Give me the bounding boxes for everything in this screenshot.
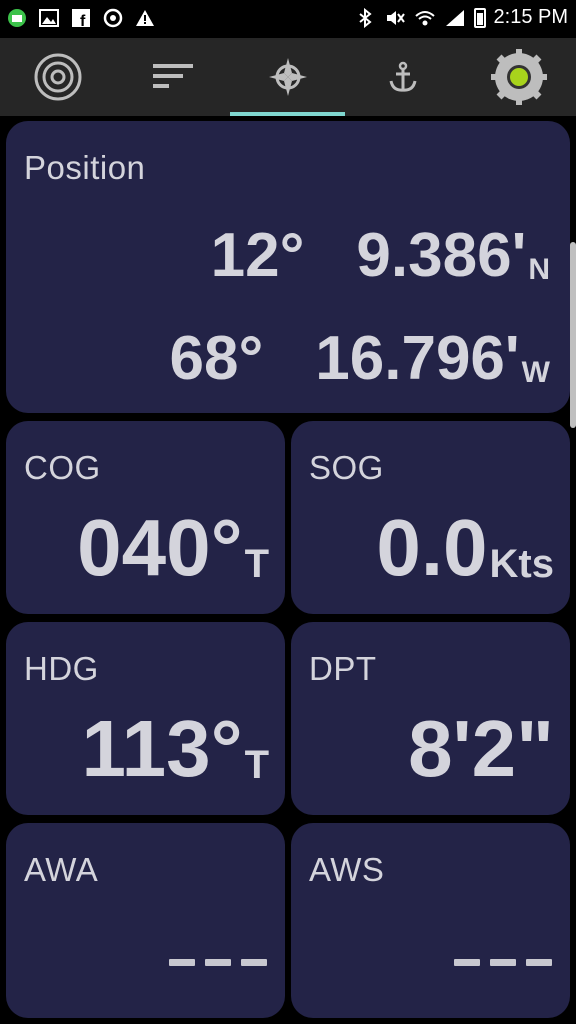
latitude-degrees: 12° [210, 221, 305, 290]
cog-unit: T [244, 542, 269, 586]
status-bar: f 2:15 PM [0, 0, 576, 38]
aws-label: AWS [309, 851, 385, 888]
warning-icon [134, 7, 156, 29]
latitude-row: 12° 9.386' N [211, 225, 550, 287]
cog-value-group: 040° T [77, 508, 269, 588]
top-nav [0, 38, 576, 116]
tab-compass[interactable] [230, 38, 345, 116]
longitude-minutes: 16.796' [315, 324, 520, 393]
hdg-value: 113° [81, 704, 243, 793]
latitude-minutes: 9.386' [356, 221, 527, 290]
tab-list[interactable] [115, 38, 230, 116]
longitude-hemisphere: W [521, 356, 550, 389]
scrollbar[interactable] [570, 242, 576, 428]
facebook-icon: f [70, 7, 92, 29]
cog-value: 040° [77, 503, 243, 592]
sog-value: 0.0 [376, 503, 488, 592]
longitude-degrees: 68° [169, 324, 264, 393]
position-label: Position [24, 149, 146, 186]
aws-value [454, 959, 552, 966]
wifi-icon [414, 7, 436, 29]
sog-unit: Kts [489, 542, 554, 586]
tab-radar[interactable] [0, 38, 115, 116]
awa-label: AWA [24, 851, 99, 888]
app-notification-icon [6, 7, 28, 29]
sog-label: SOG [309, 449, 384, 486]
position-card[interactable]: Position 12° 9.386' N 68° 16.796' W [6, 121, 570, 413]
sog-card[interactable]: SOG 0.0 Kts [291, 421, 570, 614]
hdg-value-group: 113° T [82, 709, 270, 789]
latitude-hemisphere: N [528, 253, 550, 286]
bluetooth-icon [354, 7, 376, 29]
sync-icon [102, 7, 124, 29]
signal-icon [444, 7, 466, 29]
awa-card[interactable]: AWA [6, 823, 285, 1018]
awa-value [169, 959, 267, 966]
hdg-label: HDG [24, 650, 99, 687]
dpt-card[interactable]: DPT 8'2" [291, 622, 570, 815]
anchor-icon [389, 61, 416, 92]
list-icon [152, 64, 193, 88]
status-gear-icon [490, 49, 547, 105]
dpt-value: 8'2" [408, 704, 554, 793]
tab-anchor[interactable] [345, 38, 460, 116]
dpt-label: DPT [309, 650, 377, 687]
mute-icon [384, 7, 406, 29]
aws-card[interactable]: AWS [291, 823, 570, 1018]
svg-text:f: f [80, 13, 86, 27]
image-icon [38, 7, 60, 29]
longitude-row: 68° 16.796' W [170, 328, 550, 390]
hdg-card[interactable]: HDG 113° T [6, 622, 285, 815]
battery-icon [473, 7, 486, 28]
hdg-unit: T [244, 743, 269, 787]
dpt-value-group: 8'2" [408, 709, 554, 789]
sog-value-group: 0.0 Kts [376, 508, 554, 588]
compass-icon [268, 58, 307, 96]
status-time: 2:15 PM [493, 6, 568, 28]
radar-icon [34, 53, 81, 101]
cog-label: COG [24, 449, 101, 486]
tab-status[interactable] [461, 38, 576, 116]
cog-card[interactable]: COG 040° T [6, 421, 285, 614]
